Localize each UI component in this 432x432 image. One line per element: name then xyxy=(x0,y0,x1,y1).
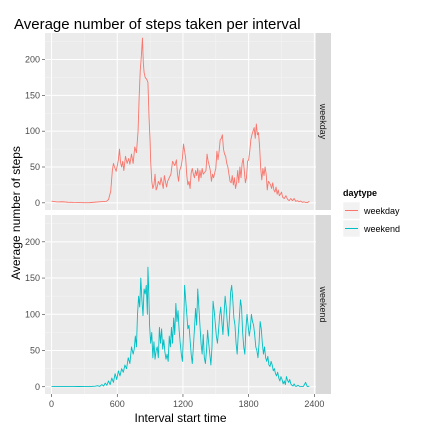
chart-title: Average number of steps taken per interv… xyxy=(14,16,301,33)
panel-weekday-series xyxy=(51,37,310,204)
series-line-weekend xyxy=(51,266,310,388)
y-tick-label: 100 xyxy=(25,309,40,319)
legend-label-weekend: weekend xyxy=(363,224,400,234)
x-axis-title: Interval start time xyxy=(134,411,226,425)
y-tick-label: 150 xyxy=(25,273,40,283)
strip-label-weekday: weekday xyxy=(318,103,328,140)
y-tick-label: 50 xyxy=(30,162,40,172)
series-line-weekday xyxy=(51,37,310,204)
panel-weekend-series xyxy=(51,266,310,388)
y-tick-label: 0 xyxy=(35,198,40,208)
legend-label-weekday: weekday xyxy=(363,206,400,216)
strip-label-weekend: weekend xyxy=(318,285,328,322)
x-axis-ticks: 0 600 1200 1800 2400 xyxy=(49,394,324,409)
y-axis-title: Average number of steps xyxy=(9,146,23,280)
y-tick-label: 200 xyxy=(25,237,40,247)
legend: daytype weekday weekend xyxy=(342,188,400,238)
panel-weekend-grid xyxy=(45,215,316,394)
legend-title: daytype xyxy=(343,188,377,198)
y-tick-label: 50 xyxy=(30,346,40,356)
strip-weekday xyxy=(316,33,331,210)
x-tick-label: 1800 xyxy=(239,399,259,409)
x-tick-label: 0 xyxy=(49,399,54,409)
y-tick-label: 150 xyxy=(25,90,40,100)
y-tick-label: 0 xyxy=(35,382,40,392)
y-axis-ticks: 0 50 100 150 200 0 50 100 150 200 xyxy=(25,55,45,392)
panel-weekday-background xyxy=(45,33,316,210)
x-tick-label: 1200 xyxy=(173,399,193,409)
strip-weekend xyxy=(316,215,331,394)
x-tick-label: 600 xyxy=(110,399,125,409)
y-tick-label: 100 xyxy=(25,126,40,136)
x-tick-label: 2400 xyxy=(304,399,324,409)
y-tick-label: 200 xyxy=(25,55,40,65)
